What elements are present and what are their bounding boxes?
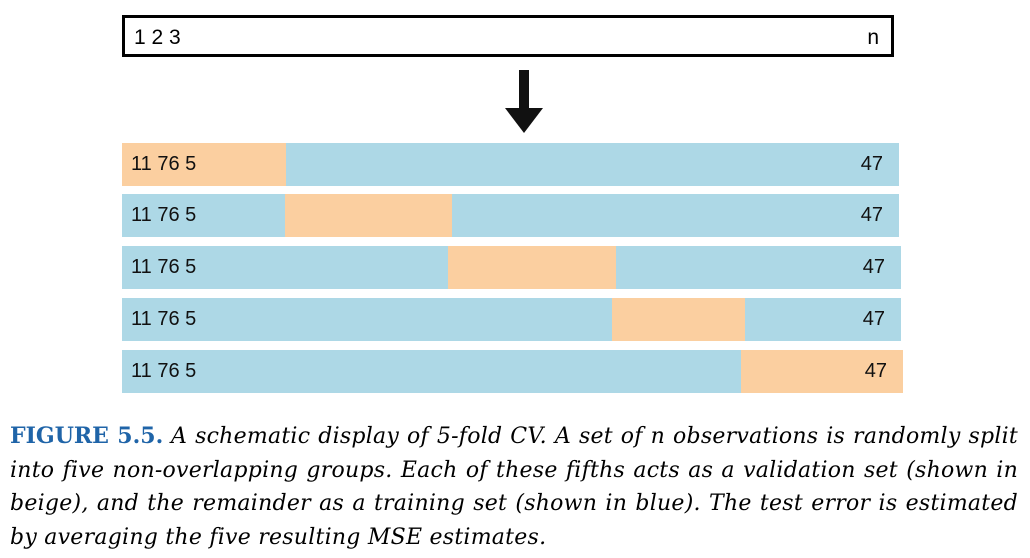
figure-label: FIGURE 5.5. xyxy=(10,423,164,449)
training-segment xyxy=(122,350,741,393)
fold-right-label: 47 xyxy=(864,360,887,382)
validation-segment xyxy=(122,143,286,186)
validation-segment xyxy=(285,194,452,237)
training-segment xyxy=(745,298,901,341)
fold-row-1: 11 76 5 47 xyxy=(122,143,899,186)
fold-right-label: 47 xyxy=(860,153,883,175)
fold-left-label: 11 76 5 xyxy=(131,360,197,382)
fold-row-4: 11 76 5 47 xyxy=(122,298,901,341)
fold-left-label: 11 76 5 xyxy=(131,204,197,226)
training-segment xyxy=(286,143,899,186)
fold-right-label: 47 xyxy=(860,204,883,226)
fold-left-label: 11 76 5 xyxy=(131,256,197,278)
fold-left-label: 11 76 5 xyxy=(131,308,197,330)
training-segment xyxy=(122,194,285,237)
training-segment xyxy=(452,194,899,237)
validation-segment xyxy=(741,350,903,393)
training-segment xyxy=(122,246,448,289)
fold-row-2: 11 76 5 47 xyxy=(122,194,899,237)
validation-segment xyxy=(448,246,616,289)
training-segment xyxy=(616,246,901,289)
fold-left-label: 11 76 5 xyxy=(131,153,197,175)
validation-segment xyxy=(612,298,745,341)
figure-caption: FIGURE 5.5. A schematic display of 5-fol… xyxy=(10,420,1018,554)
training-segment xyxy=(122,298,612,341)
fold-row-5: 11 76 5 47 xyxy=(122,350,903,393)
figure-caption-text: A schematic display of 5-fold CV. A set … xyxy=(10,424,1019,550)
down-arrow-icon xyxy=(505,70,543,133)
observation-box-left-label: 1 2 3 xyxy=(134,26,181,49)
fold-row-3: 11 76 5 47 xyxy=(122,246,901,289)
observation-box: 1 2 3 n xyxy=(122,15,894,57)
fold-right-label: 47 xyxy=(862,308,885,330)
observation-box-right-label: n xyxy=(867,26,879,49)
fold-right-label: 47 xyxy=(862,256,885,278)
